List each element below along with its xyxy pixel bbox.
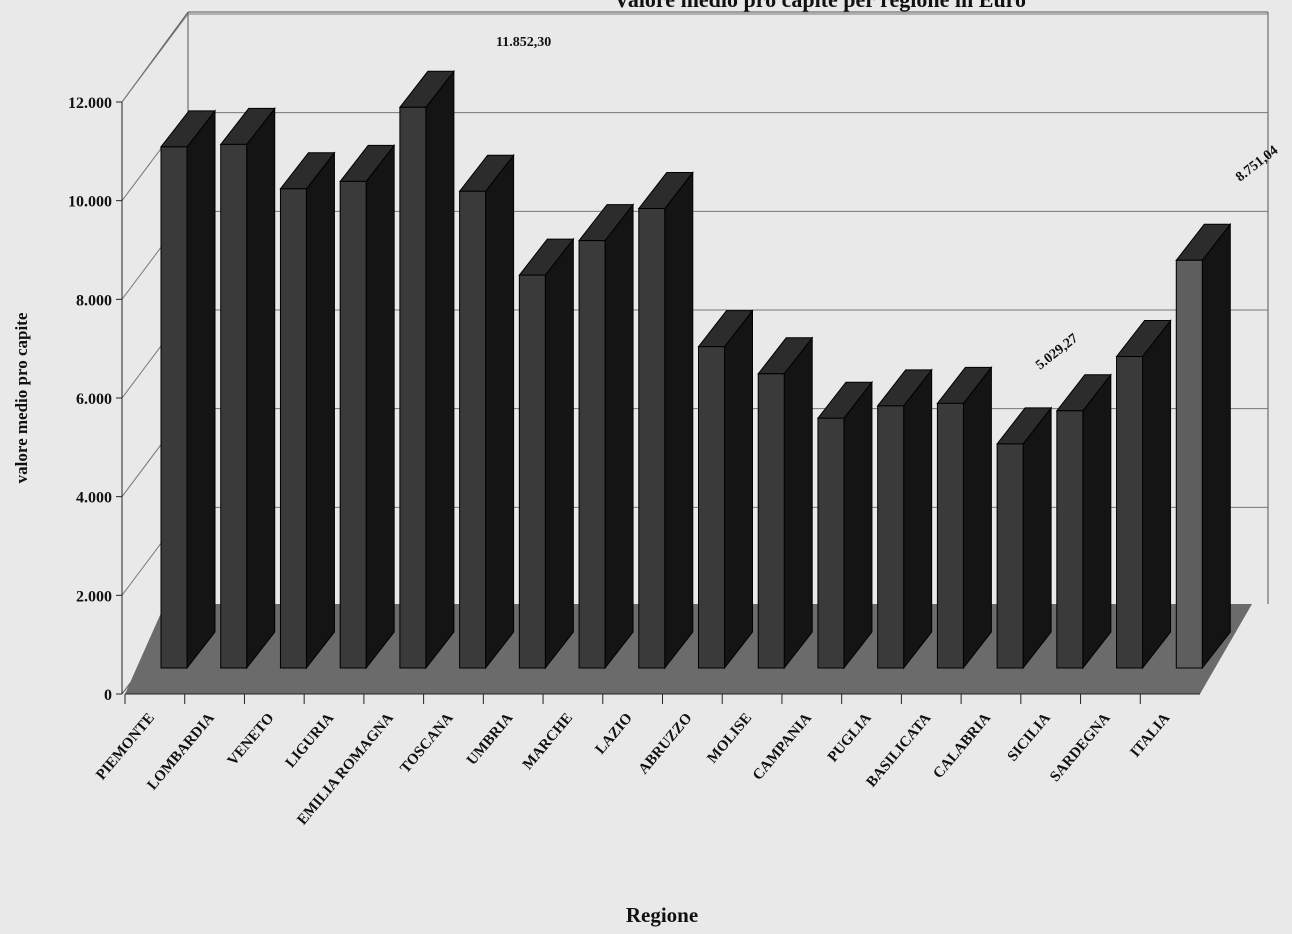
x-tick-label: ITALIA bbox=[1127, 710, 1173, 760]
bar-side bbox=[1143, 321, 1171, 668]
bar-front bbox=[280, 189, 306, 668]
bar-side bbox=[306, 153, 334, 668]
x-tick-label: SARDEGNA bbox=[1047, 710, 1113, 785]
bar-front bbox=[818, 418, 844, 668]
bars bbox=[161, 71, 1230, 668]
bar-piemonte bbox=[161, 111, 215, 668]
y-tick-label: 12.000 bbox=[68, 95, 112, 112]
x-tick-label: LAZIO bbox=[593, 710, 636, 757]
bar-front bbox=[400, 107, 426, 668]
bar-front bbox=[997, 444, 1023, 668]
bar-sicilia bbox=[1057, 375, 1111, 668]
bar-lazio bbox=[639, 173, 693, 668]
x-tick-label: PIEMONTE bbox=[93, 710, 158, 783]
bar-front bbox=[1057, 411, 1083, 668]
x-tick-label: LIGURIA bbox=[283, 710, 338, 771]
bar-side bbox=[366, 145, 394, 668]
bar-side bbox=[844, 382, 872, 668]
x-axis-title: Regione bbox=[626, 903, 698, 927]
bar-side bbox=[545, 239, 573, 668]
gridline bbox=[122, 14, 1268, 102]
bar-front bbox=[519, 275, 545, 668]
x-tick-label: SICILIA bbox=[1005, 710, 1054, 764]
y-tick-label: 2.000 bbox=[76, 588, 112, 605]
bar-side bbox=[187, 111, 215, 668]
bar-front bbox=[878, 406, 904, 668]
bar-basilicata bbox=[937, 367, 991, 668]
bar-side bbox=[725, 311, 753, 668]
bar-front bbox=[221, 144, 247, 668]
bar-emilia-romagna bbox=[400, 71, 454, 668]
y-tick-label: 0 bbox=[104, 687, 112, 704]
bar-liguria bbox=[340, 145, 394, 668]
y-axis: 0 2.000 4.000 6.000 8.000 10.000 12.000 bbox=[68, 95, 122, 704]
x-tick-label: BASILICATA bbox=[864, 710, 935, 790]
bar-front bbox=[639, 209, 665, 668]
bar-side bbox=[247, 108, 275, 668]
data-label-calabria: 5.029,27 bbox=[1033, 331, 1081, 373]
x-tick-label: CALABRIA bbox=[930, 710, 994, 782]
bar-side bbox=[605, 205, 633, 668]
y-tick-label: 4.000 bbox=[76, 490, 112, 507]
x-tick-label: CAMPANIA bbox=[750, 710, 815, 783]
x-tick-label: VENETO bbox=[225, 710, 278, 769]
bar-front bbox=[699, 347, 725, 668]
data-label-emilia-romagna: 11.852,30 bbox=[496, 35, 551, 50]
bar-marche bbox=[579, 205, 633, 668]
bar-abruzzo bbox=[699, 311, 753, 668]
y-axis-title: valore medio pro capite bbox=[12, 312, 31, 483]
x-tick-label: ABRUZZO bbox=[636, 710, 696, 777]
bar-italia bbox=[1176, 224, 1230, 668]
bar-front bbox=[340, 181, 366, 668]
bar-side bbox=[963, 367, 991, 668]
bar-side bbox=[486, 155, 514, 668]
x-tick-label: MOLISE bbox=[704, 710, 755, 766]
bar-puglia bbox=[878, 370, 932, 668]
y-tick-label: 8.000 bbox=[76, 292, 112, 309]
bar-lombardia bbox=[221, 108, 275, 668]
bar-side bbox=[665, 173, 693, 668]
bar-side bbox=[784, 338, 812, 668]
bar-side bbox=[426, 71, 454, 668]
bar-front bbox=[161, 147, 187, 668]
bar-sardegna bbox=[1117, 321, 1171, 668]
chart-title: Valore medio pro capite per regione in E… bbox=[614, 0, 1026, 12]
bar-side bbox=[1083, 375, 1111, 668]
bar-front bbox=[579, 241, 605, 668]
x-tick-label: PUGLIA bbox=[825, 710, 875, 765]
bar-front bbox=[937, 403, 963, 668]
y-tick-label: 10.000 bbox=[68, 194, 112, 211]
x-tick-label: TOSCANA bbox=[397, 710, 456, 776]
bar-campania bbox=[818, 382, 872, 668]
x-tick-label: MARCHE bbox=[520, 710, 576, 773]
data-label-italia: 8.751,04 bbox=[1233, 143, 1281, 185]
x-tick-label: UMBRIA bbox=[464, 710, 517, 768]
y-tick-label: 6.000 bbox=[76, 391, 112, 408]
bar-umbria bbox=[519, 239, 573, 668]
bar-front bbox=[1117, 357, 1143, 668]
bar-side bbox=[1202, 224, 1230, 668]
bar-front bbox=[1176, 260, 1202, 668]
bar-toscana bbox=[460, 155, 514, 668]
bar-veneto bbox=[280, 153, 334, 668]
bar-calabria bbox=[997, 408, 1051, 668]
bar-side bbox=[1023, 408, 1051, 668]
bar-side bbox=[904, 370, 932, 668]
bar-front bbox=[758, 374, 784, 668]
bar-molise bbox=[758, 338, 812, 668]
bar-front bbox=[460, 191, 486, 668]
